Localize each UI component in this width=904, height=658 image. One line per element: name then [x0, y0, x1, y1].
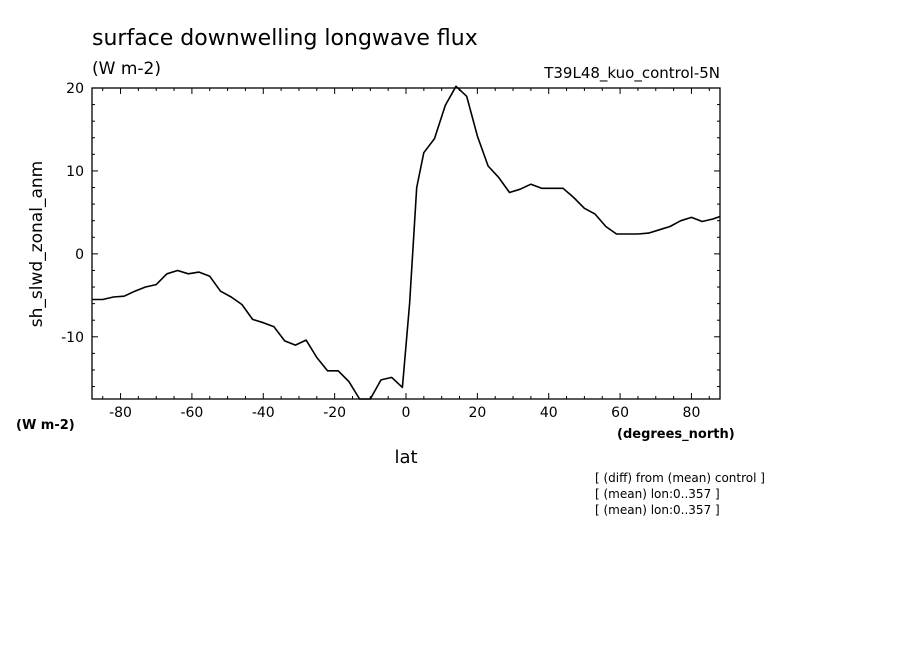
y-tick-labels: -10 0 10 20: [61, 81, 84, 346]
x-tick-label: 20: [468, 405, 486, 421]
note-line: [ (mean) lon:0..357 ]: [595, 487, 720, 501]
x-tick-label: 80: [683, 405, 701, 421]
y-tick-label: 20: [66, 81, 84, 97]
chart-subtitle: (W m-2): [92, 59, 161, 79]
note-line: [ (diff) from (mean) control ]: [595, 471, 765, 485]
y-tick-label: 0: [75, 247, 84, 263]
y-axis-label: sh_slwd_zonal_anm: [27, 161, 47, 327]
x-tick-label: -60: [180, 405, 203, 421]
y-tick-label: 10: [66, 164, 84, 180]
x-tick-labels: -80 -60 -40 -20 0 20 40 60 80: [109, 405, 700, 421]
y-tick-label: -10: [61, 330, 84, 346]
x-tick-label: -20: [323, 405, 346, 421]
x-tick-label: 60: [611, 405, 629, 421]
series-line: [92, 85, 721, 400]
x-axis-label: lat: [394, 447, 417, 468]
x-tick-label: -40: [252, 405, 275, 421]
chart-title: surface downwelling longwave flux: [92, 26, 478, 51]
y-units-label: (W m-2): [16, 418, 75, 433]
x-units-label: (degrees_north): [617, 427, 735, 442]
axis-ticks: [92, 87, 720, 399]
x-tick-label: 0: [402, 405, 411, 421]
note-line: [ (mean) lon:0..357 ]: [595, 503, 720, 517]
x-tick-label: 40: [540, 405, 558, 421]
x-tick-label: -80: [109, 405, 132, 421]
run-label: T39L48_kuo_control-5N: [543, 64, 720, 83]
